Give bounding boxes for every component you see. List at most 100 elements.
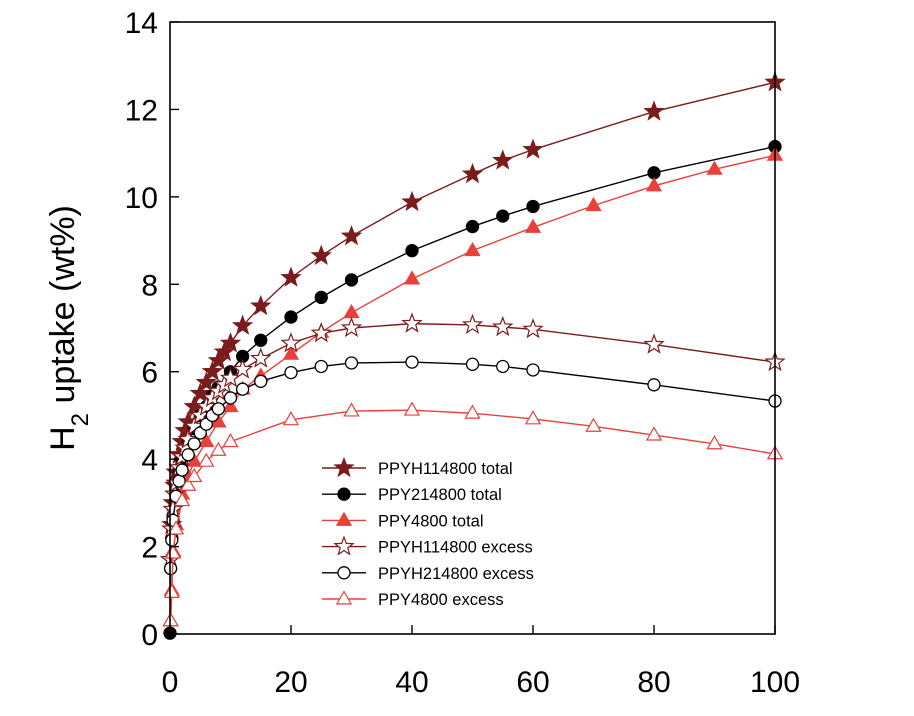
data-point xyxy=(314,359,328,374)
data-point xyxy=(492,315,514,337)
y-axis-title: H2 uptake (wt%) xyxy=(44,205,94,451)
data-point xyxy=(250,347,272,368)
data-point xyxy=(647,166,661,180)
data-point xyxy=(585,417,602,432)
data-point xyxy=(524,410,542,425)
data-point xyxy=(647,378,661,392)
data-point xyxy=(585,196,602,212)
data-point xyxy=(223,391,238,405)
legend-label: PPYH114800 excess xyxy=(378,539,533,557)
data-point xyxy=(284,310,298,324)
legend-label: PPY4800 total xyxy=(378,512,484,530)
data-point xyxy=(198,452,215,467)
data-point xyxy=(280,266,302,287)
x-tick-label: 60 xyxy=(516,666,549,699)
data-point xyxy=(219,332,242,353)
data-point xyxy=(165,533,179,547)
data-point xyxy=(179,476,197,491)
data-point xyxy=(492,149,514,170)
data-point xyxy=(284,365,298,380)
data-point xyxy=(465,357,480,371)
data-point xyxy=(526,363,540,377)
data-point xyxy=(195,371,217,392)
legend-entry: PPYH114800 total xyxy=(322,456,513,478)
y-tick-label: 6 xyxy=(141,357,158,390)
data-point xyxy=(280,332,302,353)
data-point xyxy=(167,520,185,535)
data-point xyxy=(254,374,268,388)
data-point xyxy=(175,463,189,477)
data-point xyxy=(181,448,195,462)
data-point xyxy=(343,303,360,319)
legend-label: PPYH114800 total xyxy=(378,460,513,478)
data-point xyxy=(464,404,481,419)
legend-marker xyxy=(335,590,353,605)
data-point xyxy=(706,160,723,175)
legend-marker xyxy=(333,456,355,478)
y-tick-label: 12 xyxy=(125,94,158,127)
data-point xyxy=(461,313,484,335)
data-point xyxy=(496,359,510,374)
data-point xyxy=(465,219,480,234)
data-point xyxy=(524,218,542,233)
series-line xyxy=(169,145,776,634)
x-tick-label: 20 xyxy=(274,666,307,699)
data-point xyxy=(198,432,215,448)
data-point xyxy=(343,402,360,417)
x-tick-label: 40 xyxy=(395,666,428,699)
legend-label: PPY214800 total xyxy=(378,486,502,504)
data-point xyxy=(403,270,421,285)
data-point xyxy=(401,312,423,333)
data-point xyxy=(173,491,191,507)
y-tick-label: 10 xyxy=(125,182,158,215)
series-5 xyxy=(163,355,782,576)
y-tick-label: 4 xyxy=(141,444,158,477)
x-tick-label: 100 xyxy=(750,666,800,699)
data-point xyxy=(222,397,239,413)
data-point xyxy=(282,411,300,426)
data-point xyxy=(645,177,663,192)
data-point xyxy=(340,224,363,246)
legend-label: PPYH214800 excess xyxy=(378,565,534,583)
data-point xyxy=(522,138,544,159)
data-point xyxy=(231,314,254,335)
data-point xyxy=(643,100,665,121)
data-point xyxy=(405,243,419,258)
data-point xyxy=(250,294,272,316)
data-point xyxy=(405,355,419,369)
data-point xyxy=(645,426,663,441)
data-point xyxy=(344,356,359,370)
data-point xyxy=(522,318,544,339)
y-tick-label: 14 xyxy=(125,7,158,40)
y-tick-label: 8 xyxy=(141,269,158,302)
data-point xyxy=(222,432,239,448)
legend-marker xyxy=(335,511,353,526)
data-point xyxy=(461,162,484,184)
data-point xyxy=(211,402,226,416)
data-point xyxy=(254,333,268,347)
legend-entry: PPYH114800 excess xyxy=(322,535,533,557)
data-point xyxy=(189,382,211,403)
legend: PPYH114800 total PPY214800 total PPY4800 t… xyxy=(322,456,534,609)
data-point xyxy=(231,358,254,379)
y-tick-label: 0 xyxy=(141,619,158,652)
legend-marker xyxy=(337,566,351,580)
y-tick-label: 2 xyxy=(141,532,158,565)
data-point xyxy=(186,467,203,483)
data-point xyxy=(314,290,328,305)
data-point xyxy=(340,316,363,338)
legend-entry: PPY4800 excess xyxy=(322,590,504,609)
data-point xyxy=(403,401,421,416)
legend-label: PPY4800 excess xyxy=(378,591,504,609)
legend-entry: PPYH214800 excess xyxy=(322,565,534,583)
legend-entry: PPY214800 total xyxy=(322,486,502,504)
data-point xyxy=(706,435,723,450)
data-point xyxy=(210,441,227,456)
data-point xyxy=(163,583,180,598)
legend-marker xyxy=(333,535,355,556)
plot-frame xyxy=(169,21,776,635)
data-point xyxy=(235,382,250,396)
data-point xyxy=(643,333,665,354)
